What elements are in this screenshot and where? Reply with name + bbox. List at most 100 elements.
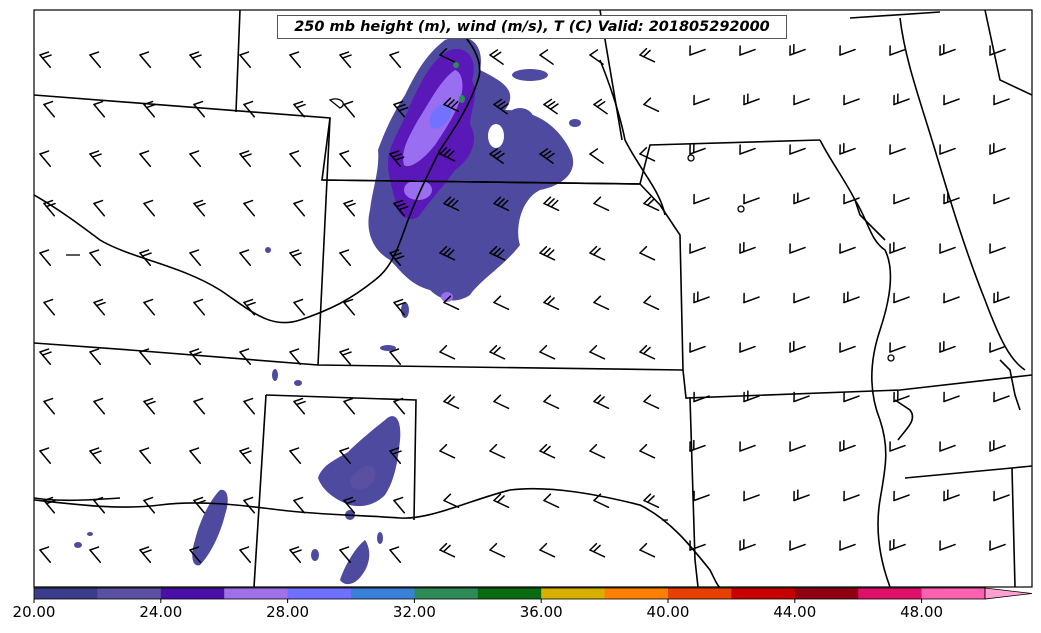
wind-barb [389, 150, 405, 168]
wind-barb [739, 241, 756, 254]
wind-barb [289, 51, 302, 69]
colorbar-tick-label: 44.00 [773, 603, 817, 621]
wind-barb [793, 192, 810, 205]
wind-barb [939, 540, 956, 551]
wind-barb [93, 298, 106, 316]
wind-barb [693, 94, 710, 106]
colorbar-segment [414, 588, 479, 599]
wind-barb [743, 390, 760, 403]
wind-barb [643, 394, 660, 410]
colorbar-tick-label: 36.00 [519, 603, 563, 621]
wind-barb [243, 199, 256, 217]
wind-barb [689, 243, 706, 254]
wind-barb [493, 98, 509, 115]
wind-barb [639, 245, 656, 261]
wind-barb [39, 348, 52, 366]
wind-barb [943, 94, 960, 106]
wind-barb [689, 342, 706, 353]
wind-barb [89, 546, 102, 564]
wind-barb [43, 100, 56, 118]
wind-barb [143, 496, 156, 514]
wind-barb [639, 47, 656, 63]
wind-barb [143, 199, 156, 217]
wind-barb [289, 447, 302, 465]
wind-barb [889, 538, 906, 551]
wind-barb [589, 344, 606, 360]
wind-barb [39, 150, 52, 168]
wind-barb [643, 295, 660, 311]
wind-barb [589, 542, 606, 558]
wind-barb [93, 199, 106, 217]
wind-barb [239, 249, 252, 267]
wind-barb [139, 249, 152, 267]
wind-barb [443, 295, 460, 311]
state-borders [34, 10, 1032, 587]
wind-barb [389, 51, 402, 69]
wind-barb [993, 291, 1010, 304]
colorbar-segment [97, 588, 162, 599]
wind-barb [489, 245, 506, 261]
wind-barb [743, 490, 760, 502]
wind-barb [89, 249, 102, 267]
wind-barb [389, 249, 405, 267]
wind-barb [843, 391, 860, 403]
wind-barb [493, 196, 510, 212]
wind-barb [793, 391, 810, 403]
wind-barb [339, 249, 352, 267]
wind-barb [293, 199, 306, 217]
wind-barb [343, 496, 356, 514]
wind-barb [539, 542, 556, 558]
wind-barb [239, 51, 252, 69]
wind-barb [439, 344, 456, 360]
wind-barb [39, 546, 52, 564]
wind-barb [793, 489, 810, 502]
wind-barb [943, 489, 960, 502]
wind-barb [443, 196, 460, 212]
wind-barb [239, 348, 252, 366]
wind-barb [939, 441, 956, 452]
wind-barb [939, 243, 956, 254]
colorbar-segment [34, 588, 98, 599]
wind-barb [193, 100, 206, 118]
wind-barb [43, 298, 56, 316]
wind-barb [43, 199, 56, 217]
wind-barb [989, 540, 1006, 551]
wind-barb [439, 47, 456, 63]
colorbar-outline [33, 587, 986, 600]
wind-barb [943, 192, 960, 205]
wind-barb [489, 443, 506, 459]
colorbar-segment [477, 588, 542, 599]
wind-barb [889, 342, 906, 353]
wind-speed-fill-south [74, 416, 401, 585]
wind-barb [639, 443, 656, 459]
colorbar-segment [668, 588, 732, 599]
wind-barb [943, 391, 960, 403]
wind-barb [139, 150, 152, 168]
wind-barb [993, 391, 1010, 403]
wind-barb [839, 342, 856, 353]
wind-barb [389, 348, 402, 366]
wind-barb [939, 43, 956, 56]
wind-barb [89, 150, 102, 168]
wind-barb [189, 150, 202, 168]
wind-barb [389, 447, 402, 465]
wind-barb [489, 49, 504, 65]
wind-barb [543, 98, 559, 115]
wind-barb [439, 245, 456, 261]
wind-barb [239, 447, 252, 465]
wind-barb [839, 243, 856, 254]
wind-barb [189, 546, 202, 564]
wind-barb [893, 93, 910, 106]
wind-barb [289, 348, 302, 366]
wind-barb [239, 150, 252, 168]
wind-barb [343, 397, 356, 415]
wind-barb [539, 443, 556, 459]
colorbar-segment [287, 588, 352, 599]
lakes [66, 98, 895, 521]
wind-barb [493, 493, 510, 509]
wind-barb [789, 43, 806, 56]
wind-barb [689, 45, 706, 56]
wind-barb [539, 148, 555, 164]
wind-barb [643, 97, 660, 113]
wind-barb [139, 348, 152, 366]
